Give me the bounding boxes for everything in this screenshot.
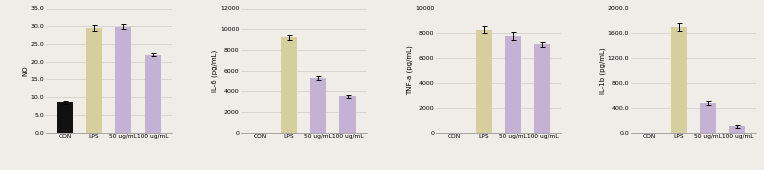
Bar <box>730 126 746 133</box>
Bar <box>115 27 131 133</box>
Y-axis label: NO: NO <box>23 65 28 76</box>
Bar <box>281 37 297 133</box>
Bar <box>86 28 102 133</box>
Bar <box>671 27 687 133</box>
Bar <box>534 45 551 133</box>
Bar <box>144 55 160 133</box>
Bar <box>505 36 521 133</box>
Bar <box>339 96 355 133</box>
Bar <box>57 103 73 133</box>
Bar <box>700 103 716 133</box>
Bar <box>310 78 326 133</box>
Y-axis label: IL-6 (pg/mL): IL-6 (pg/mL) <box>212 49 218 92</box>
Bar <box>476 30 492 133</box>
Y-axis label: TNF-a (pg/mL): TNF-a (pg/mL) <box>406 46 413 95</box>
Y-axis label: IL-1b (pg/mL): IL-1b (pg/mL) <box>599 47 606 94</box>
